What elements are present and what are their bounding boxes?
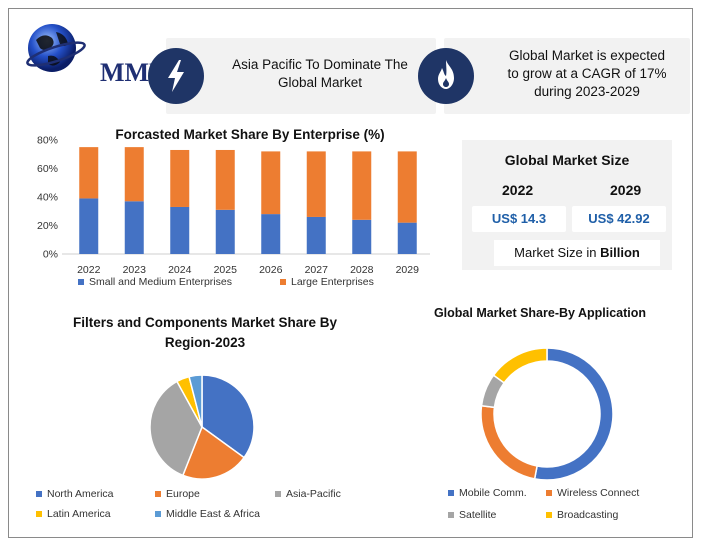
x-tick-label: 2022 (77, 264, 101, 276)
x-tick-label: 2025 (214, 264, 238, 276)
legend-label: Mobile Comm. (459, 487, 527, 499)
y-tick-label: 60% (37, 163, 58, 175)
market-size-panel: Global Market Size 2022 2029 US$ 14.3 US… (462, 140, 672, 270)
infographic-frame (8, 8, 693, 538)
highlight-card-cagr: Global Market is expected to grow at a C… (418, 38, 690, 114)
pie-legend-item: North America (36, 488, 114, 500)
market-size-year-end: 2029 (610, 182, 642, 198)
pie-slice (181, 425, 246, 480)
bar-segment (261, 151, 281, 215)
region-pie-chart (149, 374, 255, 480)
card-text-line: during 2023-2029 (534, 84, 640, 99)
x-tick-label: 2027 (305, 264, 329, 276)
legend-swatch (275, 491, 281, 497)
legend-label: Broadcasting (557, 509, 619, 521)
bar-segment (124, 147, 144, 202)
card-text-line: Global Market is expected (508, 48, 666, 63)
bar-segment (79, 147, 99, 199)
market-size-unit-bold: Billion (600, 245, 640, 260)
bar-legend-item-sme: Small and Medium Enterprises (78, 276, 232, 288)
pie-slice (201, 374, 255, 459)
legend-label: Large Enterprises (291, 276, 374, 288)
legend-swatch (78, 279, 84, 285)
legend-swatch (280, 279, 286, 285)
legend-label: Asia-Pacific (286, 488, 341, 500)
legend-label: Wireless Connect (557, 487, 640, 499)
legend-label: Europe (166, 488, 200, 500)
y-tick-label: 0% (43, 249, 58, 261)
legend-label: Latin America (47, 508, 111, 520)
legend-swatch (155, 511, 161, 517)
card-text-line: Asia Pacific To Dominate The (232, 57, 408, 72)
legend-label: Satellite (459, 509, 497, 521)
donut-legend-item: Wireless Connect (546, 487, 639, 499)
pie-chart-title: Filters and Components Market Share By R… (40, 313, 370, 353)
legend-swatch (155, 491, 161, 497)
pie-legend-item: Latin America (36, 508, 111, 520)
x-tick-label: 2029 (396, 264, 420, 276)
donut-legend-item: Mobile Comm. (448, 487, 527, 499)
market-size-year-start: 2022 (502, 182, 534, 198)
legend-label: Middle East & Africa (166, 508, 260, 520)
pie-slice (188, 374, 203, 428)
market-size-value-start: US$ 14.3 (472, 206, 566, 232)
bar-legend-item-large: Large Enterprises (280, 276, 374, 288)
card-text-line: to grow at a CAGR of 17% (507, 66, 667, 81)
donut-chart-title: Global Market Share-By Application (433, 306, 647, 320)
legend-label: Small and Medium Enterprises (89, 276, 232, 288)
y-tick-label: 20% (37, 220, 58, 232)
bar-chart: 0% 20% 40% 60% 80% 2022 2023 2024 2025 2026 2027 20… (37, 135, 430, 276)
market-size-unit-prefix: Market Size in (514, 245, 601, 260)
pie-legend-item: Europe (155, 488, 200, 500)
pie-title-line: Region-2023 (164, 335, 246, 350)
donut-legend-item: Satellite (448, 509, 496, 521)
legend-swatch (448, 490, 454, 496)
bar-segment (352, 219, 372, 254)
x-tick-label: 2023 (123, 264, 147, 276)
y-tick-label: 80% (37, 135, 58, 147)
legend-swatch (546, 512, 552, 518)
bar-segment (215, 209, 235, 254)
bar-segment (170, 149, 190, 207)
legend-swatch (448, 512, 454, 518)
legend-label: North America (47, 488, 114, 500)
lightning-icon (148, 48, 204, 104)
legend-swatch (36, 511, 42, 517)
bar-segment (397, 222, 417, 254)
bar-segment (352, 151, 372, 220)
bar-segment (170, 206, 190, 254)
market-size-unit: Market Size in Billion (494, 240, 660, 266)
highlight-card-asia-pacific: Asia Pacific To Dominate The Global Mark… (148, 38, 436, 114)
bar-chart-title: Forcasted Market Share By Enterprise (%) (115, 127, 385, 142)
pie-slice (533, 347, 614, 481)
bar-segment (124, 201, 144, 254)
globe-icon (26, 24, 86, 72)
pie-legend-item: Middle East & Africa (155, 508, 260, 520)
legend-swatch (546, 490, 552, 496)
logo: MMR (22, 18, 168, 88)
application-donut-chart (480, 347, 614, 481)
y-tick-label: 40% (37, 192, 58, 204)
bar-segment (397, 151, 417, 223)
pie-legend-item: Asia-Pacific (275, 488, 341, 500)
x-tick-label: 2026 (259, 264, 283, 276)
bar-segment (79, 198, 99, 254)
bar-segment (306, 216, 326, 254)
bar-segment (306, 151, 326, 217)
market-size-value-end: US$ 42.92 (572, 206, 666, 232)
x-tick-label: 2024 (168, 264, 192, 276)
pie-title-line: Filters and Components Market Share By (72, 315, 338, 330)
market-size-title: Global Market Size (504, 152, 630, 168)
donut-legend-item: Broadcasting (546, 509, 618, 521)
bar-segment (215, 149, 235, 210)
bar-segment (261, 214, 281, 254)
legend-swatch (36, 491, 42, 497)
x-tick-label: 2028 (350, 264, 374, 276)
flame-icon (418, 48, 474, 104)
pie-slice (492, 347, 548, 384)
pie-slice (480, 404, 538, 480)
card-text-line: Global Market (277, 75, 363, 90)
